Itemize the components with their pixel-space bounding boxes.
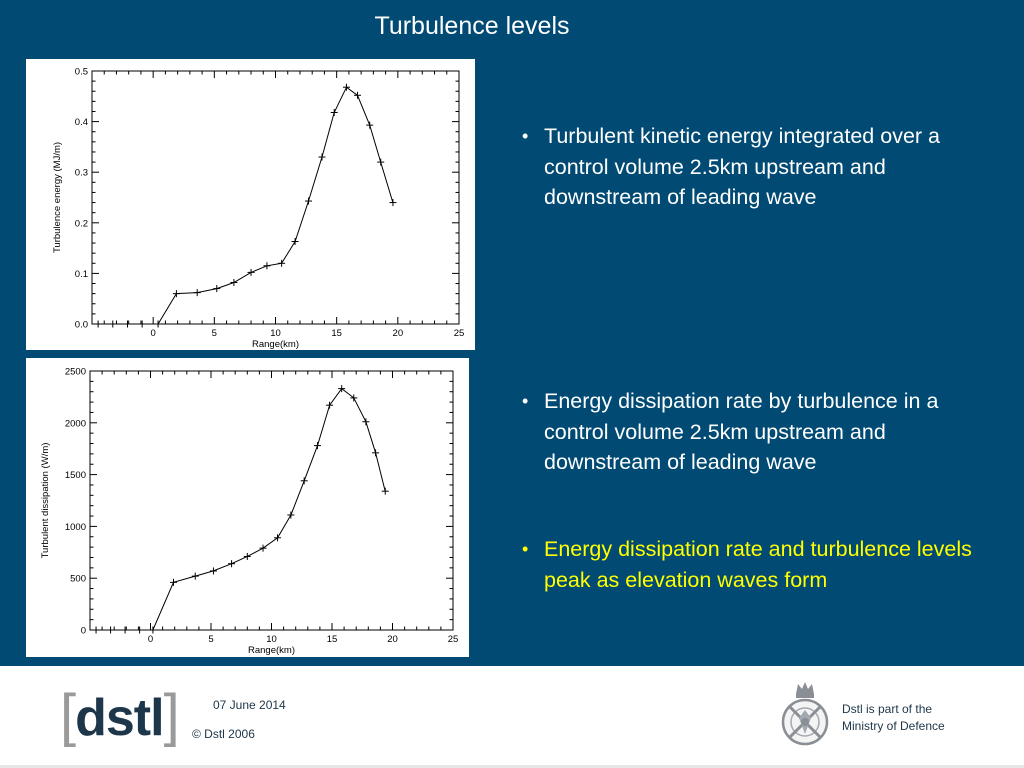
dissipation-data-point: [149, 626, 157, 634]
dissipation-data-point: [362, 418, 370, 426]
dissipation-data-point: [136, 626, 144, 634]
dissipation-x-tick-label: 10: [266, 634, 277, 645]
energy-y-tick-label: 0.3: [75, 168, 88, 179]
dissipation-data-point: [300, 477, 308, 485]
dissipation-plot-frame: [89, 370, 454, 631]
energy-data-point: [154, 320, 162, 328]
dissipation-data-point: [209, 567, 217, 575]
bullet-text: Energy dissipation rate and turbulence l…: [544, 537, 972, 592]
energy-data-point: [172, 290, 180, 298]
dissipation-data-point: [313, 442, 321, 450]
energy-y-tick-label: 0.0: [75, 320, 88, 331]
dissipation-data-point: [338, 385, 346, 393]
dissipation-data-point: [350, 394, 358, 402]
energy-y-tick-label: 0.1: [75, 269, 88, 280]
dissipation-x-tick-label: 20: [387, 634, 398, 645]
mod-statement: Dstl is part of the Ministry of Defence: [842, 701, 945, 735]
dissipation-data-point: [92, 626, 100, 634]
energy-data-point: [123, 320, 131, 328]
bullet-icon: •: [522, 391, 529, 411]
energy-data-point: [278, 259, 286, 267]
dissipation-y-tick-label: 2000: [65, 418, 86, 429]
turbulence-energy-chart-svg: 0 5 10 15 20 25 0.0 0.1 0.2 0.3 0.4 0.5 Range(km) Tur…: [52, 67, 465, 351]
logo-text: dstl: [75, 689, 164, 747]
energy-series-line: [98, 86, 394, 325]
energy-data-point: [247, 268, 255, 276]
dissipation-data-point: [259, 544, 267, 552]
dissipation-series-line: [96, 387, 386, 631]
energy-y-tick-label: 0.5: [75, 67, 88, 78]
dissipation-y-axis-label: Turbulent dissipation (W/m): [40, 443, 51, 559]
energy-x-tick-label: 5: [212, 328, 217, 339]
dissipation-data-point: [121, 626, 129, 634]
energy-x-tick-label: 25: [454, 328, 465, 339]
energy-data-point: [389, 199, 397, 207]
bullet-icon: •: [522, 539, 529, 559]
dissipation-x-axis-label: Range(km): [248, 645, 295, 656]
mod-line-1: Dstl is part of the: [842, 702, 933, 716]
dissipation-y-tick-label: 1000: [65, 522, 86, 533]
energy-data-point: [318, 153, 326, 161]
footer: [dstl] 07 June 2014 © Dstl 2006 Dstl is …: [0, 666, 1024, 768]
turbulent-dissipation-chart-svg: 0 5 10 15 20 25 0 500 1000 1500 2000 2500 Range(km) T…: [40, 367, 459, 657]
dissipation-y-tick-label: 2500: [65, 367, 86, 378]
dissipation-data-point: [381, 487, 389, 495]
dissipation-data-point: [287, 511, 295, 519]
energy-data-point: [291, 238, 299, 246]
energy-x-tick-label: 10: [270, 328, 281, 339]
logo-bracket-left: [: [60, 683, 76, 748]
dissipation-x-tick-label: 0: [148, 634, 153, 645]
energy-data-point: [94, 320, 102, 328]
turbulent-dissipation-chart: 0 5 10 15 20 25 0 500 1000 1500 2000 2500 Range(km) T…: [26, 358, 469, 657]
dissipation-x-tick-label: 25: [448, 634, 459, 645]
energy-x-tick-label: 20: [393, 328, 404, 339]
turbulence-energy-chart: 0 5 10 15 20 25 0.0 0.1 0.2 0.3 0.4 0.5 Range(km) Tur…: [26, 59, 475, 350]
dissipation-x-tick-label: 5: [208, 634, 213, 645]
bullet-text: Energy dissipation rate by turbulence in…: [544, 389, 939, 474]
bullet-item-energy: • Turbulent kinetic energy integrated ove…: [522, 121, 972, 213]
bullet-text: Turbulent kinetic energy integrated over…: [544, 124, 940, 209]
dissipation-data-point: [326, 401, 334, 409]
energy-data-point: [353, 91, 361, 99]
dissipation-data-point: [169, 578, 177, 586]
dissipation-x-tick-label: 15: [327, 634, 338, 645]
bullet-item-dissipation: • Energy dissipation rate by turbulence i…: [522, 386, 972, 478]
footer-date: 07 June 2014: [213, 698, 286, 712]
energy-y-tick-label: 0.4: [75, 117, 88, 128]
energy-data-point: [377, 158, 385, 166]
dstl-logo: [dstl]: [60, 683, 180, 748]
energy-data-point: [193, 289, 201, 297]
energy-data-point: [230, 279, 238, 287]
dissipation-data-point: [243, 552, 251, 560]
energy-y-axis-label: Turbulence energy (MJ/m): [52, 142, 63, 253]
footer-copyright: © Dstl 2006: [192, 727, 255, 741]
energy-data-point: [138, 320, 146, 328]
dissipation-data-point: [228, 560, 236, 568]
slide-title: Turbulence levels: [374, 12, 570, 40]
energy-x-tick-label: 0: [151, 328, 156, 339]
dissipation-data-point: [107, 626, 115, 634]
bullet-item-conclusion: • Energy dissipation rate and turbulence …: [522, 534, 972, 595]
energy-plot-frame: [91, 70, 460, 325]
energy-data-point: [330, 108, 338, 116]
mod-line-2: Ministry of Defence: [842, 719, 945, 733]
bullet-icon: •: [522, 126, 529, 146]
energy-data-point: [342, 83, 350, 91]
dissipation-data-point: [191, 572, 199, 580]
energy-y-tick-label: 0.2: [75, 218, 88, 229]
dissipation-data-point: [372, 449, 380, 457]
energy-x-tick-label: 15: [331, 328, 342, 339]
logo-bracket-right: ]: [163, 683, 180, 748]
dissipation-y-tick-label: 0: [81, 626, 86, 637]
dissipation-y-tick-label: 500: [70, 574, 86, 585]
energy-data-point: [263, 262, 271, 270]
energy-data-point: [366, 121, 374, 129]
dissipation-y-tick-label: 1500: [65, 470, 86, 481]
mod-crest-icon: [781, 682, 829, 746]
dissipation-data-point: [274, 534, 282, 542]
energy-x-axis-label: Range(km): [252, 339, 299, 350]
energy-data-point: [109, 320, 117, 328]
energy-data-point: [213, 285, 221, 293]
energy-data-point: [305, 197, 313, 205]
